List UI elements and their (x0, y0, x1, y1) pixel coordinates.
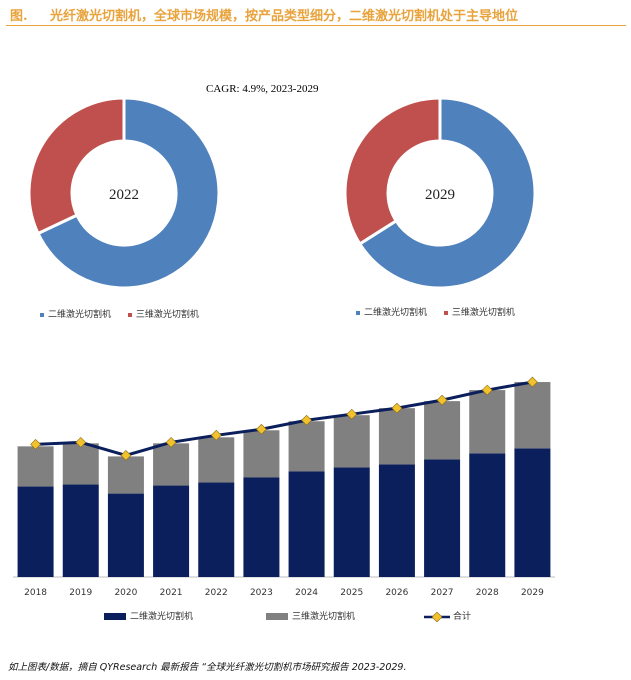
total-point (210, 429, 222, 441)
donut-slice (343, 96, 442, 246)
legend-item-3d: 三维激光切割机 (443, 305, 515, 318)
total-point (120, 450, 132, 461)
bar-3d-segment (62, 443, 99, 485)
x-tick-label: 2019 (69, 588, 92, 598)
cagr-annotation: CAGR: 4.9%, 2023-2029 (206, 83, 319, 95)
bar-3d-segment (17, 446, 54, 487)
legend-swatch (104, 613, 126, 620)
donut-slice (36, 96, 221, 290)
donut-center-label: 2022 (109, 187, 139, 203)
x-tick-label: 2028 (476, 588, 499, 598)
bar-2d-segment (243, 477, 280, 577)
bar-3d-segment (333, 415, 370, 468)
bar-2d-segment (378, 464, 415, 577)
bar-2d-segment (62, 484, 99, 577)
bar-2d-segment (198, 482, 235, 577)
x-tick-label: 2021 (160, 588, 183, 598)
x-tick-label: 2029 (521, 588, 544, 598)
bar-2d-segment (514, 448, 551, 577)
total-point (346, 408, 358, 420)
bar-2d-segment (469, 453, 506, 577)
total-line (35, 380, 533, 457)
legend-swatch (356, 310, 360, 315)
figure-header: 图. 光纤激光切割机，全球市场规模，按产品类型细分，二维激光切割机处于主导地位 (6, 2, 626, 26)
total-point (301, 414, 312, 426)
bar-2d-segment (288, 471, 325, 577)
x-tick-label: 2025 (340, 588, 363, 598)
legend-item-3d-bar: 三维激光切割机 (266, 609, 355, 622)
total-point (165, 436, 177, 448)
figure-label: 图. (10, 9, 28, 24)
legend-swatch (443, 310, 448, 315)
header-rule (6, 25, 626, 26)
bar-3d-segment (107, 456, 144, 494)
bar-2d-segment (424, 459, 461, 577)
bar-3d-segment (424, 401, 461, 460)
donut-2029-legend: 二维激光切割机 三维激光切割机 (356, 305, 529, 318)
x-tick-label: 2023 (250, 588, 273, 598)
total-point (527, 376, 538, 388)
legend-label: 三维激光切割机 (292, 612, 356, 622)
bar-2d-segment (153, 485, 190, 577)
donut-2022-legend: 二维激光切割机 三维激光切割机 (40, 307, 213, 320)
legend-swatch (127, 312, 132, 317)
bar-3d-segment (378, 408, 415, 465)
bar-2d-segment (17, 486, 54, 577)
bar-3d-segment (198, 437, 235, 483)
legend-item-2d: 二维激光切割机 (40, 307, 111, 320)
donut-center-label: 2029 (425, 187, 455, 203)
total-point (481, 384, 493, 396)
total-point (75, 436, 87, 448)
x-tick-label: 2018 (24, 588, 47, 598)
legend-label-2d: 二维激光切割机 (364, 308, 428, 318)
legend-item-2d: 二维激光切割机 (356, 305, 427, 318)
legend-label: 合计 (453, 612, 472, 622)
legend-item-total: 合计 (424, 609, 471, 622)
legend-label-2d: 二维激光切割机 (48, 310, 112, 320)
legend-label: 二维激光切割机 (130, 612, 194, 622)
x-tick-label: 2026 (385, 588, 408, 598)
legend-item-3d: 三维激光切割机 (127, 307, 199, 320)
x-tick-label: 2020 (114, 588, 137, 598)
legend-swatch (40, 312, 44, 317)
bar-3d-segment (153, 443, 190, 486)
source-note: 如上图表/数据，摘自 QYResearch 最新报告 “全球光纤激光切割机市场研… (8, 662, 407, 673)
total-point (256, 423, 267, 435)
legend-item-2d-bar: 二维激光切割机 (104, 609, 193, 622)
total-point (391, 402, 403, 414)
bar-2d-segment (107, 493, 144, 577)
figure-title: 光纤激光切割机，全球市场规模，按产品类型细分，二维激光切割机处于主导地位 (50, 9, 519, 24)
bar-2d-segment (333, 467, 370, 577)
total-point (436, 394, 448, 406)
legend-line-marker (424, 611, 450, 622)
x-tick-label: 2024 (295, 588, 318, 598)
legend-label-3d: 三维激光切割机 (135, 310, 199, 320)
legend-label-3d: 三维激光切割机 (451, 308, 515, 318)
total-point (30, 438, 41, 450)
bar-3d-segment (288, 421, 325, 472)
bar-3d-segment (469, 390, 506, 454)
donut-slice (357, 96, 537, 290)
legend-swatch (266, 613, 288, 620)
donut-slice (27, 96, 126, 236)
x-tick-label: 2027 (431, 588, 454, 598)
bar-3d-segment (243, 430, 280, 478)
bar-3d-segment (514, 382, 551, 449)
x-tick-label: 2022 (205, 588, 228, 598)
